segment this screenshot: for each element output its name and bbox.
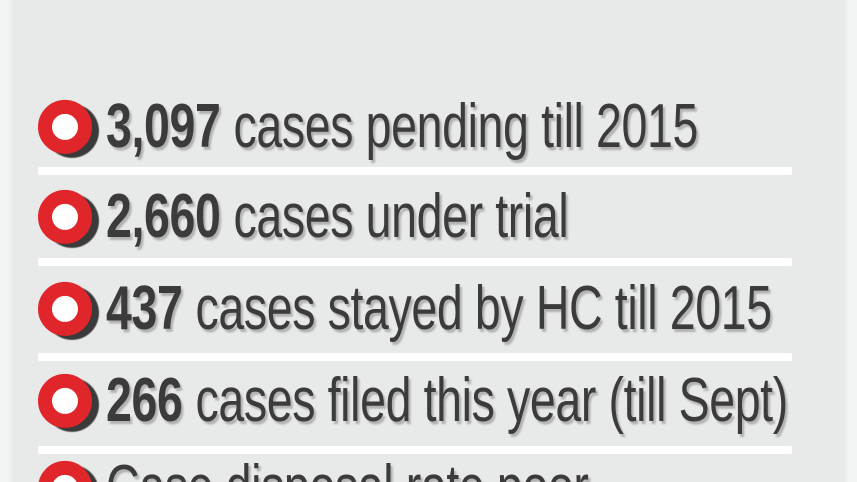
stat-value: 437 [106,273,183,343]
ring-bullet-icon [38,461,92,482]
stat-text: 3,097 cases pending till 2015 [106,91,699,161]
stat-row: 2,660 cases under trial [38,181,722,251]
left-edge-highlight [0,0,13,482]
stat-label: cases pending till 2015 [233,91,699,161]
stat-text: Case disposal rate poor [106,453,589,482]
ring-bullet-icon [38,282,92,336]
stat-label: cases stayed by HC till 2015 [195,273,772,343]
divider [38,258,792,266]
ring-bullet-icon [38,374,92,428]
right-edge-highlight [844,0,857,482]
stat-row: 3,097 cases pending till 2015 [38,91,857,161]
stat-label: Case disposal rate poor [106,453,589,482]
stat-value: 2,660 [106,181,221,251]
stat-value: 266 [106,365,183,435]
stat-text: 266 cases filed this year (till Sept) [106,365,788,435]
stat-label: cases under trial [233,181,569,251]
ring-bullet-icon [38,190,92,244]
divider [38,446,792,454]
stat-row: 266 cases filed this year (till Sept) [38,365,857,435]
stat-text: 2,660 cases under trial [106,181,569,251]
stat-row: 437 cases stayed by HC till 2015 [38,273,857,343]
stat-value: 3,097 [106,91,221,161]
stat-text: 437 cases stayed by HC till 2015 [106,273,772,343]
divider [38,353,792,361]
ring-bullet-icon [38,100,92,154]
stat-row: Case disposal rate poor [38,453,749,482]
stat-label: cases filed this year (till Sept) [195,365,788,435]
divider [38,167,792,175]
